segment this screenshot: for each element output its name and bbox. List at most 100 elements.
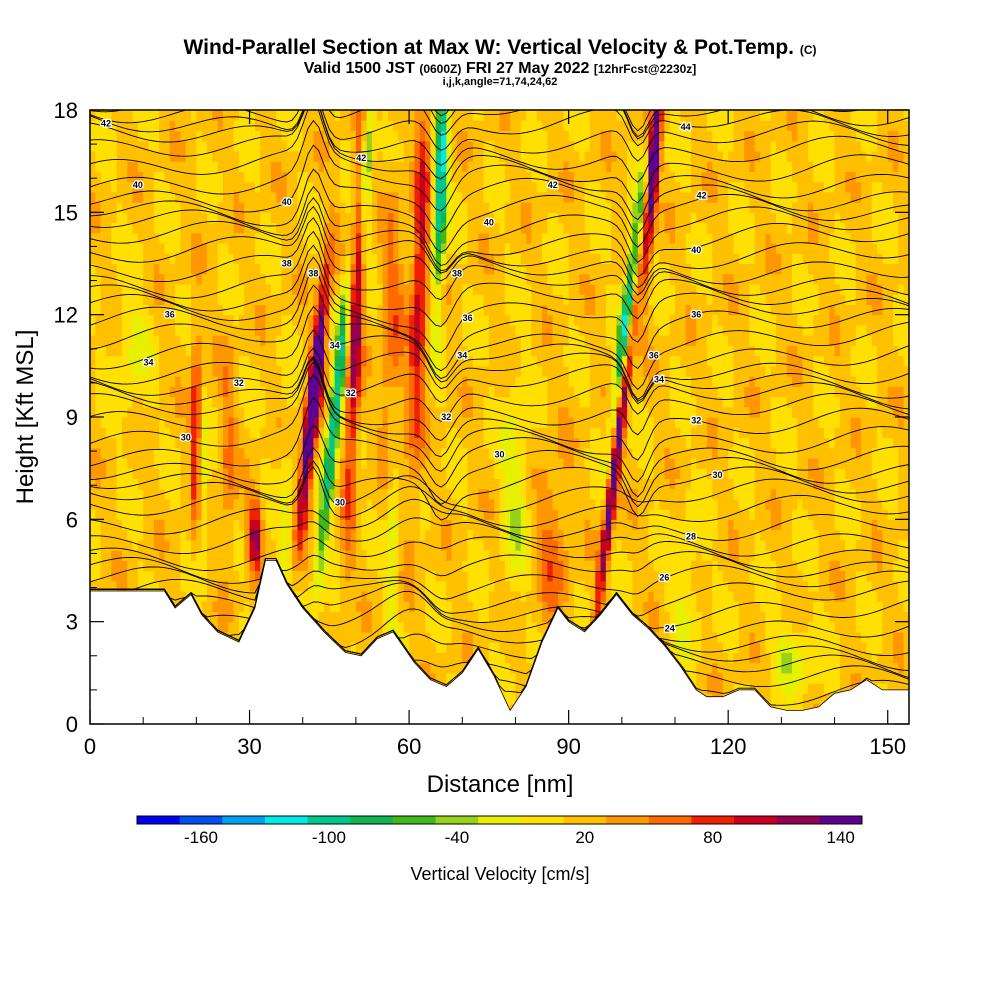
velocity-cell [568,273,575,285]
velocity-cell [355,191,362,203]
velocity-cell [456,560,463,572]
velocity-cell [387,150,394,162]
velocity-cell [228,283,235,295]
velocity-cell [175,243,182,254]
velocity-cell [456,150,463,162]
velocity-cell [196,345,203,357]
velocity-cell [425,232,431,244]
velocity-cell [387,406,394,418]
velocity-cell [446,232,453,244]
velocity-cell [308,550,314,561]
velocity-cell [105,519,112,531]
velocity-cell [483,324,490,336]
velocity-cell [504,171,511,183]
velocity-cell [584,427,591,439]
velocity-cell [308,232,314,244]
velocity-cell [132,212,139,224]
velocity-cell [254,191,261,203]
velocity-cell [292,560,299,572]
velocity-cell [249,345,256,357]
velocity-cell [222,365,229,377]
velocity-cell [446,580,453,592]
velocity-cell [558,202,564,213]
velocity-cell [191,191,197,203]
velocity-cell [238,253,245,265]
velocity-cell [371,396,378,408]
velocity-cell [393,181,400,193]
velocity-cell [377,417,384,428]
velocity-cell [265,529,272,541]
velocity-cell [456,110,463,121]
velocity-cell [409,509,416,520]
velocity-cell [366,212,373,224]
velocity-cell [520,386,527,398]
velocity-cell [494,601,501,613]
velocity-cell [573,120,580,132]
velocity-cell [153,324,160,336]
velocity-cell [568,550,575,561]
velocity-cell [382,417,389,428]
velocity-cell [499,253,506,265]
velocity-cell [515,110,522,121]
velocity-cell [371,488,378,500]
velocity-cell [127,478,134,490]
velocity-cell [324,263,330,275]
velocity-cell [233,417,240,428]
velocity-cell [478,570,485,582]
velocity-cell [329,447,336,459]
velocity-cell [302,539,309,551]
velocity-cell [366,243,373,254]
velocity-cell [441,417,447,428]
velocity-cell [409,212,416,224]
velocity-cell [536,478,543,490]
velocity-cell [542,283,548,295]
velocity-cell [531,580,538,592]
velocity-cell [201,283,208,295]
velocity-cell [249,396,256,408]
velocity-cell [371,304,378,316]
velocity-cell [488,529,495,541]
velocity-cell [105,202,112,213]
velocity-cell [175,110,182,121]
velocity-cell [355,110,362,121]
velocity-cell [595,273,602,285]
velocity-cell [478,621,485,633]
velocity-cell [217,120,224,132]
velocity-cell [467,601,474,613]
velocity-cell [111,243,118,254]
velocity-cell [446,202,453,213]
velocity-cell [488,631,495,643]
velocity-cell [238,273,245,285]
velocity-cell [595,283,602,295]
velocity-cell [409,550,416,561]
velocity-cell [510,243,517,254]
velocity-cell [467,457,474,469]
velocity-cell [180,232,187,244]
velocity-cell [169,590,176,602]
chart-title: Wind-Parallel Section at Max W: Vertical… [0,36,1000,60]
velocity-cell [196,335,203,346]
velocity-cell [435,396,442,408]
velocity-cell [441,120,447,132]
velocity-cell [249,263,256,275]
velocity-cell [292,376,299,387]
velocity-cell [100,509,107,520]
velocity-cell [552,427,559,439]
velocity-cell [441,662,447,674]
velocity-cell [292,570,299,582]
velocity-cell [350,365,357,377]
velocity-cell [244,580,251,592]
velocity-cell [233,283,240,295]
velocity-cell [90,560,96,572]
velocity-cell [318,498,325,510]
velocity-cell [238,140,245,152]
velocity-cell [520,263,527,275]
velocity-cell [233,355,240,367]
velocity-cell [425,263,431,275]
chart-subtitle: Valid 1500 JST (0600Z) FRI 27 May 2022 [… [0,60,1000,78]
velocity-cell [568,212,575,224]
velocity-cell [414,283,421,295]
velocity-cell [207,550,213,561]
velocity-cell [313,335,320,346]
velocity-cell [425,570,431,582]
